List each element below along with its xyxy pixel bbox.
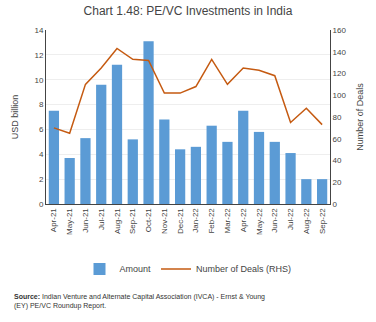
svg-text:Number of Deals: Number of Deals <box>355 83 365 151</box>
svg-text:Jul-21: Jul-21 <box>97 208 106 230</box>
svg-text:10: 10 <box>34 76 43 85</box>
svg-text:20: 20 <box>333 178 342 187</box>
svg-text:14: 14 <box>34 26 43 35</box>
svg-text:Sep-21: Sep-21 <box>128 208 137 234</box>
svg-text:80: 80 <box>333 113 342 122</box>
svg-text:Jun-21: Jun-21 <box>81 208 90 233</box>
svg-text:May-21: May-21 <box>65 208 74 235</box>
svg-text:Apr-22: Apr-22 <box>239 208 248 233</box>
svg-text:160: 160 <box>333 26 347 35</box>
svg-text:0: 0 <box>333 200 338 209</box>
svg-text:May-22: May-22 <box>255 208 264 235</box>
svg-text:120: 120 <box>333 69 347 78</box>
svg-text:Jun-22: Jun-22 <box>270 208 279 233</box>
svg-text:140: 140 <box>333 48 347 57</box>
svg-text:2: 2 <box>39 175 44 184</box>
svg-text:4: 4 <box>39 150 44 159</box>
svg-text:Apr-21: Apr-21 <box>49 208 58 233</box>
svg-text:Jan-22: Jan-22 <box>191 208 200 233</box>
svg-text:8: 8 <box>39 100 44 109</box>
svg-text:Feb-22: Feb-22 <box>207 208 216 234</box>
svg-text:60: 60 <box>333 135 342 144</box>
svg-text:100: 100 <box>333 91 347 100</box>
svg-text:Number of Deals (RHS): Number of Deals (RHS) <box>196 264 291 274</box>
svg-text:6: 6 <box>39 125 44 134</box>
svg-text:Oct-21: Oct-21 <box>144 208 153 233</box>
svg-text:Mar-22: Mar-22 <box>223 208 232 234</box>
svg-text:Dec-21: Dec-21 <box>176 208 185 234</box>
svg-text:0: 0 <box>39 200 44 209</box>
svg-text:Nov-21: Nov-21 <box>160 208 169 234</box>
svg-text:Source: Indian Venture and Alt: Source: Indian Venture and Alternate Cap… <box>14 293 265 310</box>
svg-text:USD billion: USD billion <box>10 95 20 140</box>
svg-text:12: 12 <box>34 51 43 60</box>
svg-text:Aug-22: Aug-22 <box>302 208 311 234</box>
svg-text:40: 40 <box>333 156 342 165</box>
svg-text:Aug-21: Aug-21 <box>113 208 122 234</box>
svg-text:Sep-22: Sep-22 <box>318 208 327 234</box>
svg-text:Jul-22: Jul-22 <box>286 208 295 230</box>
svg-text:Amount: Amount <box>120 264 152 274</box>
svg-text:Chart 1.48: PE/VC Investments: Chart 1.48: PE/VC Investments in India <box>84 4 293 18</box>
